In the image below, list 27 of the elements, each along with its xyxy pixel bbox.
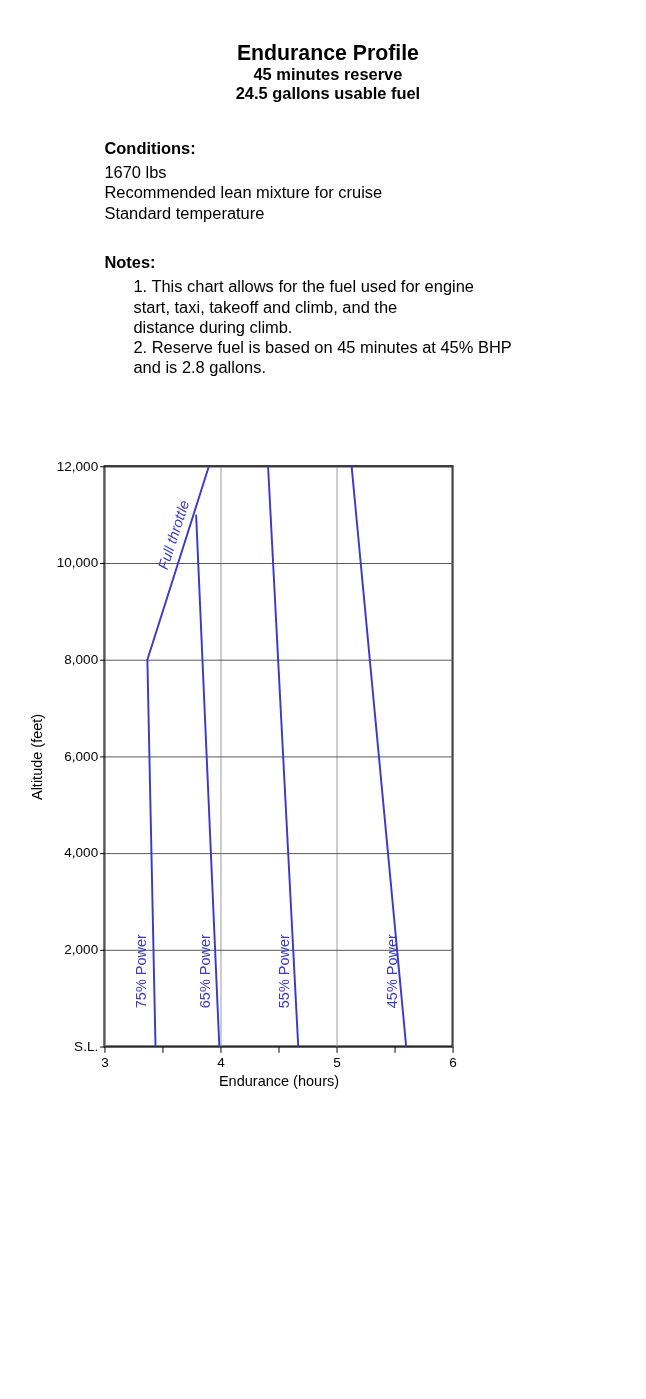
x-axis-title: Endurance (hours)	[218, 1072, 340, 1089]
x-tick-label: 6	[449, 1055, 457, 1071]
text: 1670 lbs	[104, 163, 167, 182]
y-tick-label: 2,000	[64, 942, 99, 958]
text: 65% Power	[197, 933, 214, 1009]
text: 45% Power	[384, 933, 401, 1009]
y-axis-title: Altitude (feet)	[29, 713, 46, 801]
y-tick-label: 8,000	[64, 652, 99, 668]
text: 2. Reserve fuel is based on 45 minutes at 45% BHP and is 2.8 gallons.	[133, 338, 512, 377]
text: 75% Power	[133, 933, 150, 1009]
x-tick-label: 4	[217, 1055, 226, 1071]
y-tick-label: 10,000	[56, 555, 99, 571]
text: Standard temperature	[104, 203, 265, 222]
text: Notes:	[104, 253, 156, 272]
text: Conditions:	[104, 138, 196, 157]
y-tick-label: 6,000	[64, 748, 99, 764]
x-tick-label: 3	[101, 1055, 109, 1071]
text: 1. This chart allows for the fuel used for engine start, taxi, takeoff and climb, and the distance during climb.	[133, 277, 474, 336]
x-tick-label: 5	[333, 1055, 341, 1071]
text: 55% Power	[276, 933, 293, 1009]
text: Recommended lean mixture for cruise	[104, 183, 383, 202]
chart-title: Endurance Profile	[236, 41, 420, 66]
y-tick-label: S.L.	[74, 1038, 99, 1054]
y-tick-label: 12,000	[56, 458, 99, 474]
chart-subtitle: 45 minutes reserve 24.5 gallons usable fuel	[235, 65, 421, 102]
annotation: Full throttle	[154, 498, 193, 572]
y-tick-label: 4,000	[64, 845, 99, 861]
